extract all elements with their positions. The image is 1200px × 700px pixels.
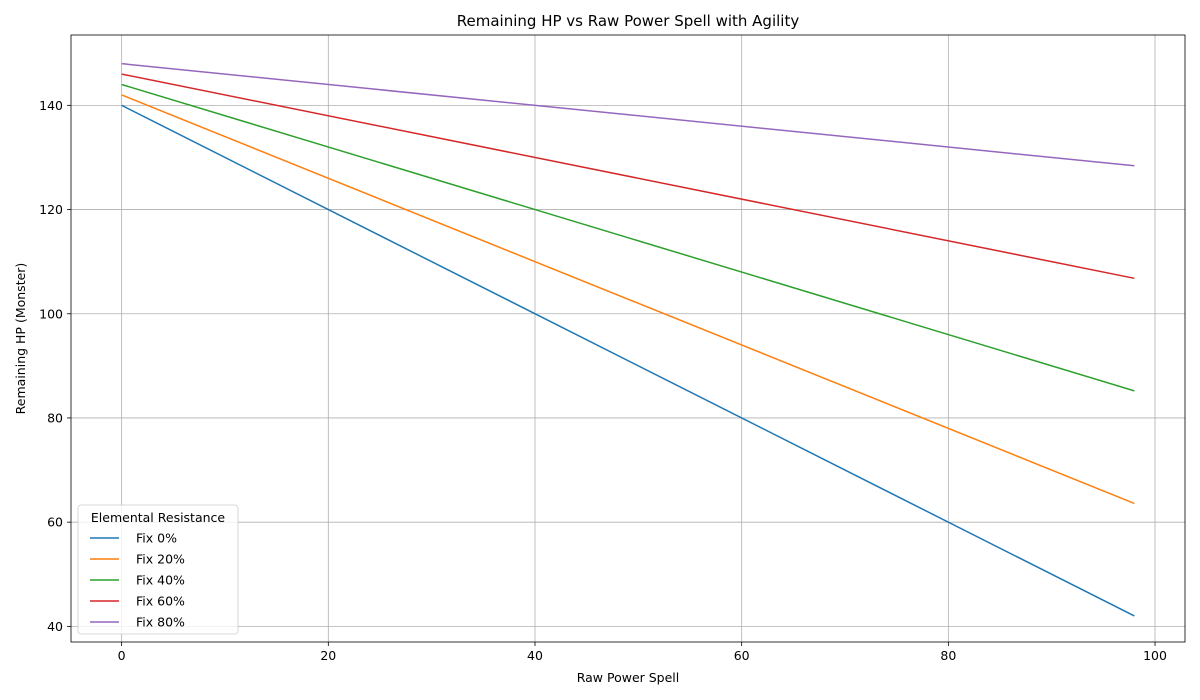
- y-tick-label: 80: [47, 410, 63, 425]
- x-tick-label: 20: [320, 648, 336, 663]
- x-tick-label: 40: [527, 648, 543, 663]
- legend: Elemental Resistance Fix 0% Fix 20% Fix 40…: [77, 504, 239, 635]
- legend-label-1: Fix 0%: [136, 531, 177, 546]
- chart-title: Remaining HP vs Raw Power Spell with Agi…: [457, 12, 800, 30]
- x-tick-label: 60: [734, 648, 750, 663]
- y-axis-label: Remaining HP (Monster): [13, 263, 28, 415]
- y-tick-label: 120: [39, 202, 63, 217]
- x-axis-label: Raw Power Spell: [577, 670, 680, 685]
- y-tick-label: 140: [39, 98, 63, 113]
- grid: [71, 35, 1185, 642]
- plot-area-frame: [70, 34, 1186, 643]
- y-tick-label: 40: [47, 619, 63, 634]
- legend-label-3: Fix 40%: [136, 573, 185, 588]
- series-line-4: [121, 73, 1135, 280]
- y-tick-label: 100: [39, 306, 63, 321]
- series-line-3: [121, 83, 1135, 392]
- series-line-2: [121, 94, 1135, 505]
- legend-label-5: Fix 80%: [136, 615, 185, 630]
- series-line-5: [121, 62, 1135, 167]
- legend-entries: Fix 0% Fix 20% Fix 40% Fix 60% Fix 80%: [90, 531, 185, 630]
- x-tick-label: 0: [118, 648, 126, 663]
- legend-label-4: Fix 60%: [136, 594, 185, 609]
- x-tick-label: 100: [1143, 648, 1167, 663]
- legend-label-2: Fix 20%: [136, 552, 185, 567]
- legend-title: Elemental Resistance: [91, 510, 226, 525]
- series-line-1: [121, 104, 1135, 617]
- x-tick-label: 80: [940, 648, 956, 663]
- series-lines: [121, 62, 1135, 617]
- axis-ticks: 0 20 40 60 80 100 40 60 80 100 120 140: [39, 98, 1167, 663]
- y-tick-label: 60: [47, 515, 63, 530]
